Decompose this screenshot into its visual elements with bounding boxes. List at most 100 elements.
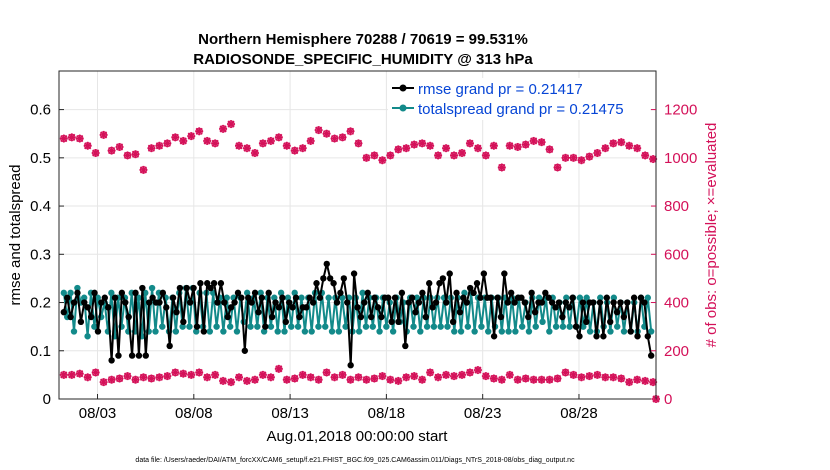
obs-evaluated-marker	[274, 133, 283, 142]
rmse-point	[647, 352, 655, 359]
obs-evaluated-marker	[338, 370, 347, 379]
rmse-point	[279, 294, 286, 301]
rmse-point	[210, 280, 218, 287]
obs-evaluated-marker	[203, 373, 212, 382]
rmse-point	[572, 323, 580, 330]
totalspread-point	[159, 323, 166, 330]
totalspread-point	[597, 294, 604, 301]
rmse-point	[497, 313, 505, 321]
totalspread-point	[552, 323, 560, 330]
x-tick-label: 08/03	[79, 405, 117, 422]
totalspread-point	[80, 294, 88, 301]
rmse-point	[303, 304, 310, 311]
rmse-point	[456, 308, 464, 316]
obs-evaluated-marker	[235, 373, 244, 382]
rmse-point	[525, 313, 532, 321]
obs-evaluated-marker	[521, 374, 530, 383]
obs-evaluated-marker	[577, 156, 586, 165]
obs-evaluated-marker	[457, 370, 466, 379]
rmse-point	[504, 299, 511, 306]
obs-evaluated-marker	[537, 375, 546, 384]
totalspread-point	[532, 323, 539, 330]
rmse-point	[166, 342, 173, 350]
totalspread-point	[457, 328, 465, 335]
totalspread-point	[566, 323, 573, 330]
obs-evaluated-marker	[633, 375, 642, 384]
rmse-point	[265, 289, 272, 297]
totalspread-point	[233, 328, 241, 335]
totalspread-point	[298, 294, 305, 301]
x-tick-label: 08/28	[560, 405, 598, 422]
obs-evaluated-marker	[155, 373, 164, 382]
rmse-point	[149, 294, 156, 301]
obs-evaluated-marker	[266, 373, 275, 382]
y-left-tick-label: 0.3	[30, 246, 51, 263]
rmse-point	[251, 289, 259, 297]
totalspread-point	[179, 323, 186, 330]
totalspread-point	[70, 328, 78, 335]
obs-evaluated-marker	[473, 366, 482, 375]
rmse-point	[224, 313, 231, 321]
totalspread-point	[186, 323, 193, 330]
legend-box	[388, 78, 650, 120]
obs-evaluated-marker	[545, 145, 554, 154]
obs-evaluated-marker	[330, 134, 339, 143]
rmse-point	[115, 352, 122, 359]
rmse-point	[282, 318, 289, 326]
obs-evaluated-marker	[338, 133, 347, 142]
obs-evaluated-marker	[481, 372, 490, 381]
totalspread-point	[413, 294, 421, 301]
rmse-point	[607, 318, 614, 326]
obs-evaluated-marker	[203, 136, 212, 145]
totalspread-point	[213, 323, 220, 330]
obs-evaluated-marker	[450, 372, 459, 381]
obs-evaluated-marker	[59, 370, 68, 379]
rmse-point	[204, 280, 211, 287]
rmse-point	[268, 313, 276, 321]
obs-evaluated-marker	[442, 144, 451, 153]
totalspread-point	[301, 328, 309, 335]
obs-evaluated-marker	[91, 368, 100, 377]
totalspread-point	[74, 284, 81, 292]
rmse-point	[255, 308, 262, 316]
rmse-point	[221, 299, 228, 306]
obs-evaluated-marker	[227, 120, 236, 129]
totalspread-point	[172, 328, 180, 335]
rmse-point	[289, 304, 296, 311]
rmse-point	[91, 289, 98, 297]
rmse-point	[460, 294, 467, 301]
obs-evaluated-marker	[378, 372, 387, 381]
y-right-tick-label: 1200	[664, 102, 697, 119]
rmse-point	[306, 294, 313, 301]
obs-evaluated-marker	[521, 140, 530, 149]
y-right-tick-label: 1000	[664, 150, 697, 167]
totalspread-point	[410, 323, 417, 330]
totalspread-point	[335, 328, 343, 335]
rmse-point	[603, 294, 610, 301]
rmse-point	[197, 280, 204, 287]
rmse-point	[354, 304, 361, 311]
y-left-axis-label: rmse and totalspread	[7, 165, 24, 306]
rmse-point	[555, 299, 563, 306]
totalspread-point	[518, 323, 526, 330]
y-right-tick-label: 600	[664, 246, 689, 263]
obs-evaluated-marker	[609, 373, 618, 382]
rmse-point	[183, 284, 190, 292]
obs-evaluated-marker	[67, 133, 76, 142]
rmse-point	[286, 299, 293, 306]
rmse-point	[186, 299, 194, 306]
rmse-point	[644, 333, 651, 340]
obs-evaluated-marker	[370, 374, 379, 383]
rmse-point	[320, 275, 327, 282]
legend-spread-marker	[399, 104, 407, 112]
rmse-point	[395, 318, 402, 326]
obs-evaluated-marker	[410, 372, 419, 381]
obs-evaluated-marker	[362, 375, 371, 384]
obs-evaluated-marker	[402, 144, 411, 153]
y-right-axis-ticks: 0 200 400 600 800 1000 1200	[651, 102, 697, 408]
obs-evaluated-marker	[195, 127, 204, 136]
rmse-point	[169, 294, 177, 301]
rmse-point	[231, 299, 238, 306]
rmse-point	[542, 289, 549, 297]
x-tick-label: 08/23	[464, 405, 502, 422]
